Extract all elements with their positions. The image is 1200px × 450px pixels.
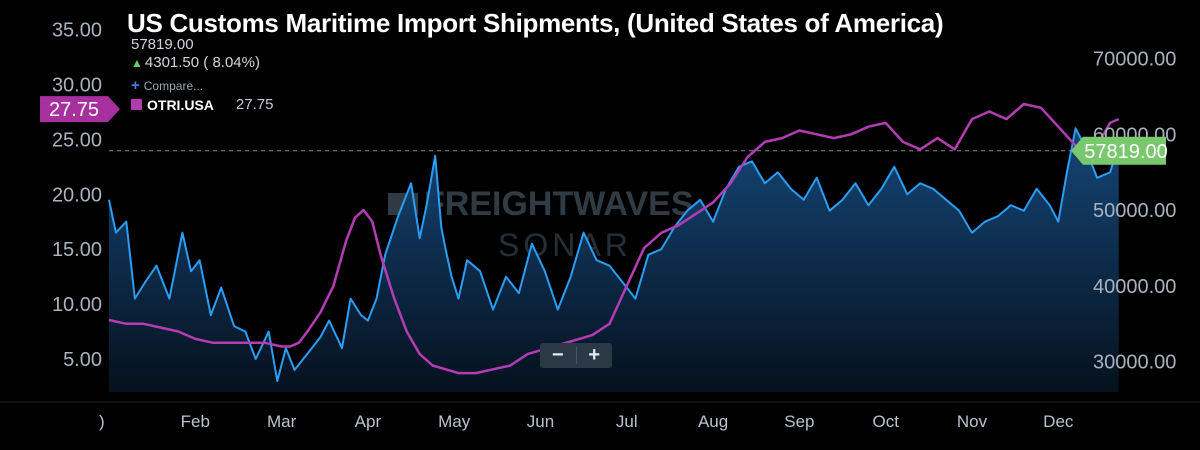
chart-title: US Customs Maritime Import Shipments, (U…	[127, 8, 944, 38]
left-tick-label: 25.00	[52, 129, 102, 151]
right-tick-label: 40000.00	[1093, 276, 1176, 298]
x-tick-label: Jun	[527, 412, 554, 431]
right-value-marker	[1071, 136, 1166, 165]
x-tick-label: )	[99, 412, 105, 431]
left-tick-label: 5.00	[63, 349, 102, 371]
x-tick-label: Apr	[355, 412, 382, 431]
otri-series-line	[108, 102, 1120, 375]
series-name: OTRI.USA	[147, 96, 214, 113]
left-tick-label: 35.00	[52, 19, 102, 41]
x-tick-label: Dec	[1043, 412, 1074, 431]
compare-button[interactable]: + Compare...	[131, 77, 273, 94]
watermark: FREIGHTWAVES SONAR	[388, 185, 694, 263]
left-tick-label: 30.00	[52, 74, 102, 96]
left-value-marker	[40, 96, 120, 123]
primary-area-fill	[109, 128, 1119, 393]
x-tick-label: May	[438, 412, 471, 431]
x-tick-label: Feb	[181, 412, 210, 431]
compare-label: Compare...	[143, 79, 204, 93]
plus-icon: +	[131, 77, 140, 94]
x-tick-label: Sep	[784, 412, 814, 431]
watermark-text: FREIGHTWAVES	[424, 185, 694, 223]
x-tick-label: Mar	[267, 412, 297, 431]
watermark-subtext: SONAR	[498, 227, 632, 263]
legend-current-value: 57819.00	[131, 36, 194, 53]
right-tick-label: 70000.00	[1093, 48, 1176, 70]
legend: 57819.00 ▲ 4301.50 ( 8.04%) + Compare... O…	[131, 36, 273, 113]
legend-change-value: 4301.50 ( 8.04%)	[144, 54, 260, 71]
zoom-control: − +	[540, 343, 612, 368]
right-tick-label: 30000.00	[1093, 352, 1176, 374]
x-tick-label: Oct	[872, 412, 899, 431]
right-marker-label: 57819.00	[1084, 141, 1167, 163]
x-tick-label: Nov	[957, 412, 988, 431]
series-value: 27.75	[235, 96, 274, 113]
right-tick-label: 50000.00	[1093, 200, 1176, 222]
primary-series-line	[108, 127, 1120, 382]
axis-markers: 27.75 57819.00	[40, 96, 1168, 165]
legend-series-otri[interactable]: OTRI.USA 27.75	[131, 96, 273, 113]
left-tick-label: 15.00	[52, 239, 102, 261]
x-axis: ) Feb Mar Apr May Jun Jul Aug Sep Oct Nov Dec	[0, 401, 1200, 431]
left-tick-label: 10.00	[52, 294, 102, 316]
zoom-divider	[575, 347, 577, 364]
secondary-series	[108, 102, 1120, 375]
zoom-in-button[interactable]: +	[588, 344, 601, 366]
x-tick-label: Jul	[616, 412, 638, 431]
series-swatch	[131, 99, 142, 110]
up-arrow-icon: ▲	[131, 56, 143, 70]
zoom-out-button[interactable]: −	[551, 344, 564, 366]
left-marker-label: 27.75	[49, 99, 99, 121]
legend-change-row: ▲ 4301.50 ( 8.04%)	[131, 54, 273, 71]
x-tick-label: Aug	[698, 412, 728, 431]
primary-series	[108, 127, 1120, 393]
left-axis: 5.00 10.00 15.00 20.00 25.00 30.00 35.00	[52, 19, 102, 371]
left-tick-label: 20.00	[52, 184, 102, 206]
